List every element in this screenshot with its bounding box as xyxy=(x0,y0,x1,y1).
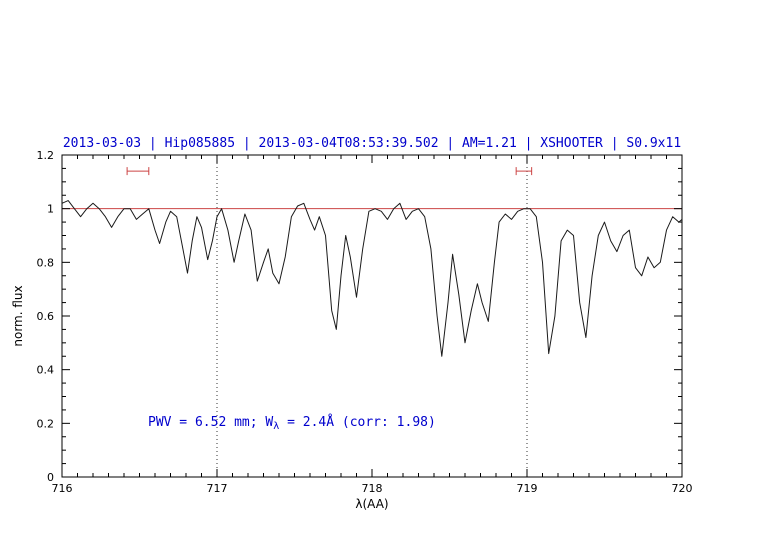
range-markers xyxy=(126,167,533,176)
y-tick-label: 0.4 xyxy=(37,364,55,377)
vertical-guide-lines xyxy=(216,155,528,477)
x-tick-label: 719 xyxy=(517,482,538,495)
y-tick-label: 1.2 xyxy=(37,149,55,162)
plot-frame xyxy=(61,154,683,478)
x-tick-label: 718 xyxy=(362,482,383,495)
spectrum-line-series xyxy=(61,200,683,357)
y-axis-label: norm. flux xyxy=(11,285,25,346)
x-tick-label: 717 xyxy=(207,482,228,495)
y-tick-label: 0.2 xyxy=(37,417,55,430)
y-tick-label: 0.6 xyxy=(37,310,55,323)
pwv-annotation-subscript: λ xyxy=(273,421,279,432)
x-axis-label: λ(AA) xyxy=(355,497,388,511)
y-tick-label: 0 xyxy=(47,471,54,484)
pwv-annotation-suffix: = 2.4Å (corr: 1.98) xyxy=(279,414,436,430)
spectrum-polyline xyxy=(61,200,683,357)
x-tick-label: 716 xyxy=(52,482,73,495)
pwv-annotation: PWV = 6.52 mm; Wλ = 2.4Å (corr: 1.98) xyxy=(148,414,436,432)
x-tick-label: 720 xyxy=(672,482,693,495)
y-tick-label: 0.8 xyxy=(37,256,55,269)
y-tick-label: 1 xyxy=(47,203,54,216)
axis-tick-labels: 716 717 718 719 720 0 0.2 0.4 0.6 0.8 1 1.2 xyxy=(37,149,693,495)
plot-title: 2013-03-03 | Hip085885 | 2013-03-04T08:5… xyxy=(63,136,681,151)
pwv-annotation-prefix: PWV = 6.52 mm; W xyxy=(148,415,273,430)
